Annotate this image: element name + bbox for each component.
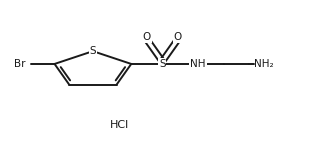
- Text: S: S: [90, 46, 96, 56]
- Text: NH: NH: [190, 59, 206, 69]
- Text: O: O: [174, 32, 182, 42]
- Text: S: S: [159, 59, 166, 69]
- Text: HCl: HCl: [110, 120, 129, 130]
- Text: Br: Br: [13, 59, 25, 69]
- Text: NH₂: NH₂: [254, 59, 274, 69]
- Text: O: O: [143, 32, 151, 42]
